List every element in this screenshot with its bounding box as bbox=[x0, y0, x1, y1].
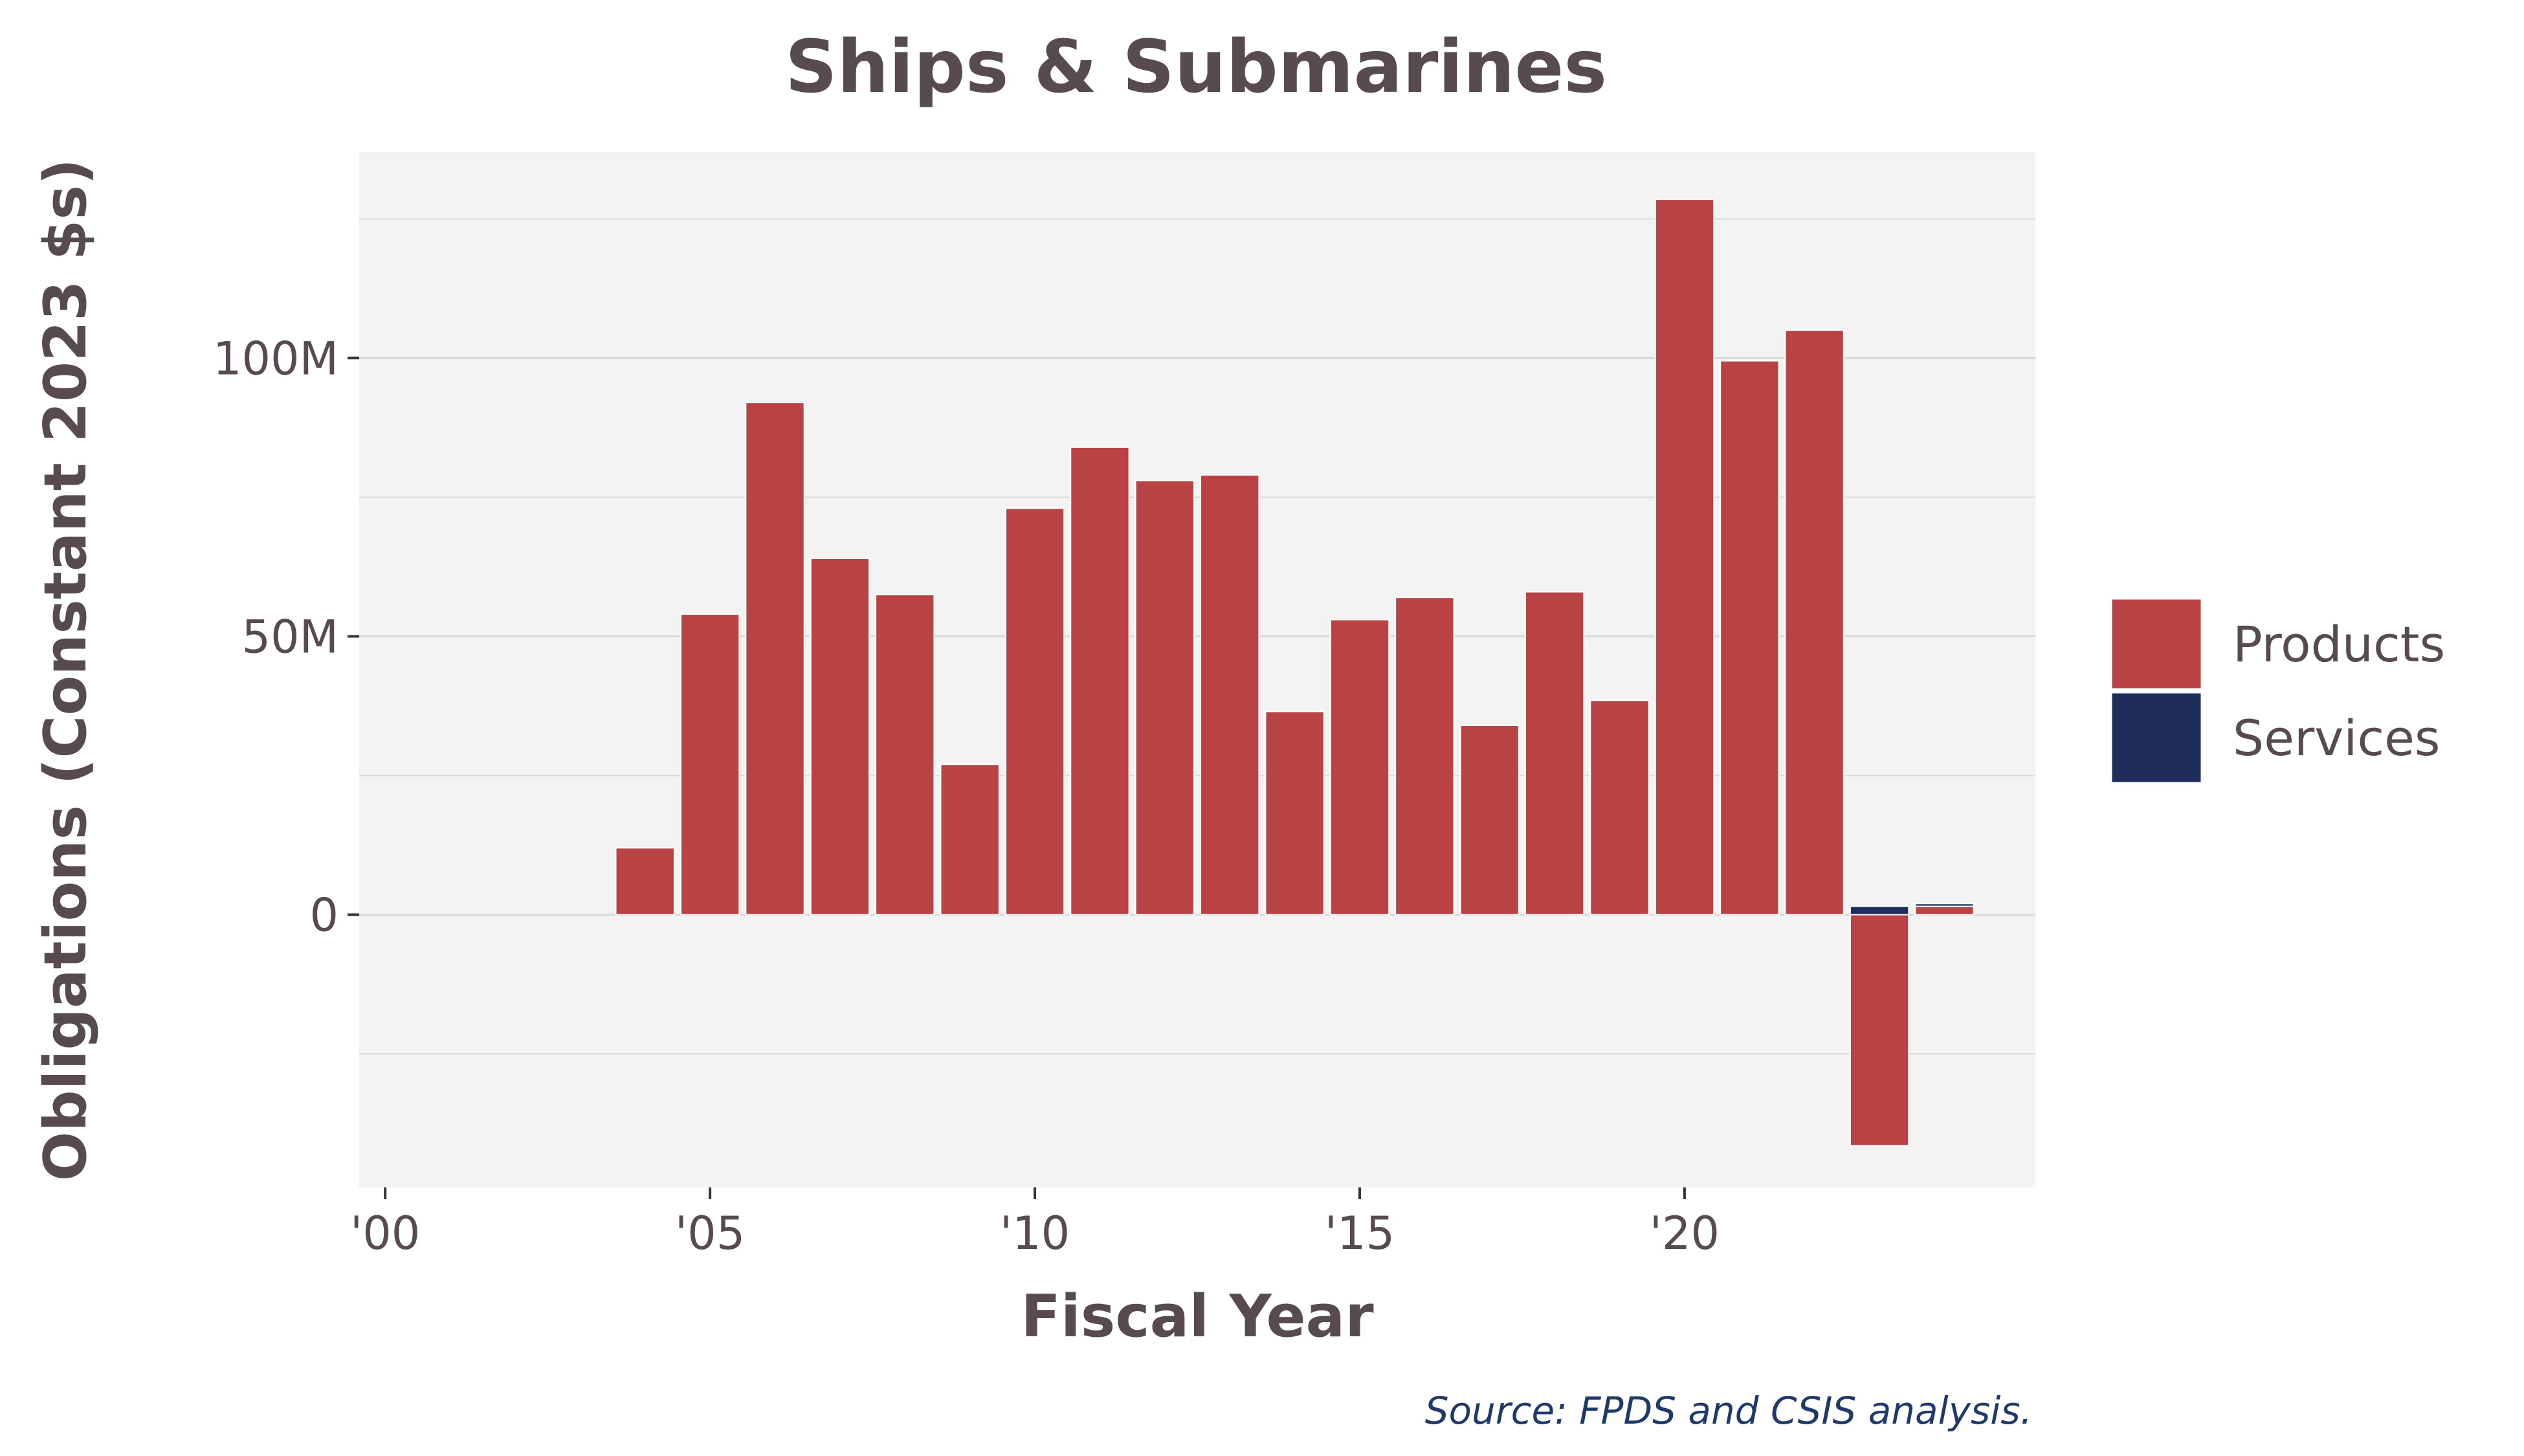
x-tick-label: '10 bbox=[1000, 1207, 1070, 1260]
bar-products-2004 bbox=[615, 847, 675, 916]
x-tick-label: '15 bbox=[1325, 1207, 1395, 1260]
legend-label-services: Services bbox=[2233, 709, 2440, 767]
bar-services-2024 bbox=[1914, 903, 1975, 907]
legend-key-products bbox=[2110, 597, 2203, 690]
bar-products-2017 bbox=[1459, 725, 1520, 916]
legend: Products Services bbox=[2110, 597, 2445, 784]
axes: 0 50M 100M '00 '05 '10 '15 '20 bbox=[213, 332, 1720, 1260]
bar-services-2023 bbox=[1849, 905, 1910, 916]
x-tick-label: '20 bbox=[1650, 1207, 1720, 1260]
bars bbox=[615, 199, 1975, 1147]
bar-products-2016 bbox=[1395, 597, 1455, 916]
bar-products-2021 bbox=[1720, 360, 1780, 916]
bar-products-2014 bbox=[1265, 711, 1325, 916]
bar-products-2019 bbox=[1589, 700, 1650, 916]
bar-products-2011 bbox=[1070, 446, 1130, 916]
bar-products-2013 bbox=[1200, 474, 1260, 916]
bar-products-2024 bbox=[1914, 905, 1975, 916]
x-tick-label: '00 bbox=[350, 1207, 420, 1260]
bar-products-2015 bbox=[1329, 619, 1390, 916]
y-tick-label: 100M bbox=[213, 332, 338, 385]
bar-products-2005 bbox=[680, 613, 740, 916]
plot-panel bbox=[359, 152, 2035, 1187]
bar-products-2009 bbox=[940, 764, 1000, 916]
bar-products-2018 bbox=[1524, 591, 1585, 916]
chart-title: Ships & Submarines bbox=[785, 25, 1607, 109]
bar-products-2006 bbox=[745, 402, 805, 916]
legend-key-services bbox=[2110, 691, 2203, 784]
y-tick-label: 0 bbox=[309, 888, 338, 942]
source-note: Source: FPDS and CSIS analysis. bbox=[1425, 1389, 2032, 1433]
bar-products-2020 bbox=[1654, 199, 1715, 916]
bar-products-2012 bbox=[1135, 480, 1195, 916]
bar-products-2007 bbox=[810, 557, 870, 916]
x-tick-label: '05 bbox=[675, 1207, 745, 1260]
x-axis-title: Fiscal Year bbox=[1021, 1283, 1374, 1351]
bar-products-2022 bbox=[1784, 329, 1844, 916]
bar-products-2010 bbox=[1004, 507, 1065, 916]
y-tick-label: 50M bbox=[242, 610, 338, 663]
bar-products-2008 bbox=[875, 593, 935, 916]
legend-label-products: Products bbox=[2233, 615, 2445, 673]
y-axis-title: Obligations (Constant 2023 $s) bbox=[32, 159, 100, 1181]
bar-products-2023 bbox=[1849, 914, 1910, 1147]
